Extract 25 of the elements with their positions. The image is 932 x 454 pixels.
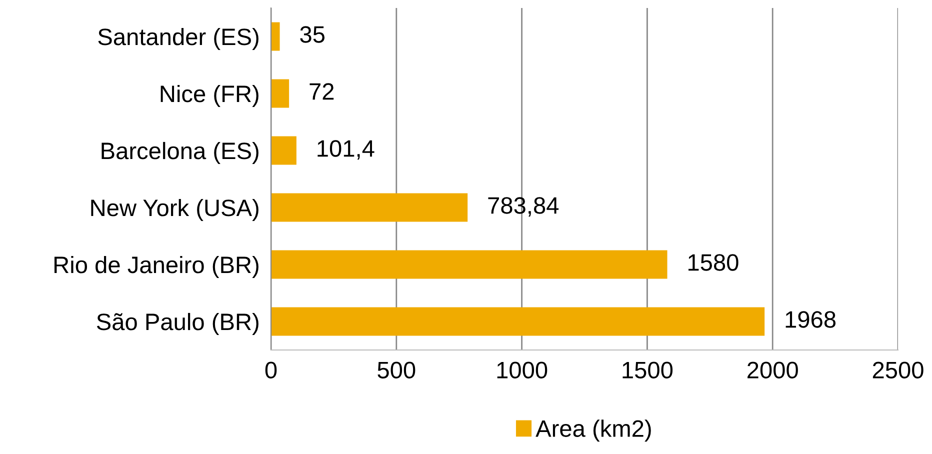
x-tick-label: 1000 bbox=[497, 362, 548, 378]
x-tick-label: 500 bbox=[378, 362, 416, 378]
y-tick-label: New York (USA) bbox=[91, 198, 258, 221]
y-tick-label: São Paulo (BR) bbox=[96, 312, 258, 335]
bar bbox=[271, 79, 290, 108]
data-label: 101,4 bbox=[318, 140, 374, 160]
y-tick-label: Nice (FR) bbox=[160, 84, 258, 107]
bar bbox=[271, 250, 668, 279]
x-tick-label: 1500 bbox=[622, 362, 673, 378]
data-label: 72 bbox=[310, 83, 334, 100]
data-label: 1968 bbox=[786, 311, 836, 328]
bar bbox=[271, 136, 296, 165]
bar bbox=[271, 307, 765, 336]
y-tick-label: Barcelona (ES) bbox=[102, 142, 258, 164]
x-tick-label: 2500 bbox=[872, 362, 924, 378]
bar bbox=[271, 22, 280, 51]
data-label: 783,84 bbox=[488, 197, 559, 217]
bar bbox=[271, 193, 468, 222]
y-tick-label: Santander (ES) bbox=[98, 28, 258, 50]
y-tick-label: Rio de Janeiro (BR) bbox=[54, 256, 258, 278]
data-label: 35 bbox=[300, 26, 324, 43]
x-tick-label: 2000 bbox=[748, 362, 798, 378]
legend-label: Area (km2) bbox=[536, 420, 651, 442]
data-label: 1580 bbox=[688, 254, 738, 271]
x-tick-label: 0 bbox=[265, 362, 277, 378]
